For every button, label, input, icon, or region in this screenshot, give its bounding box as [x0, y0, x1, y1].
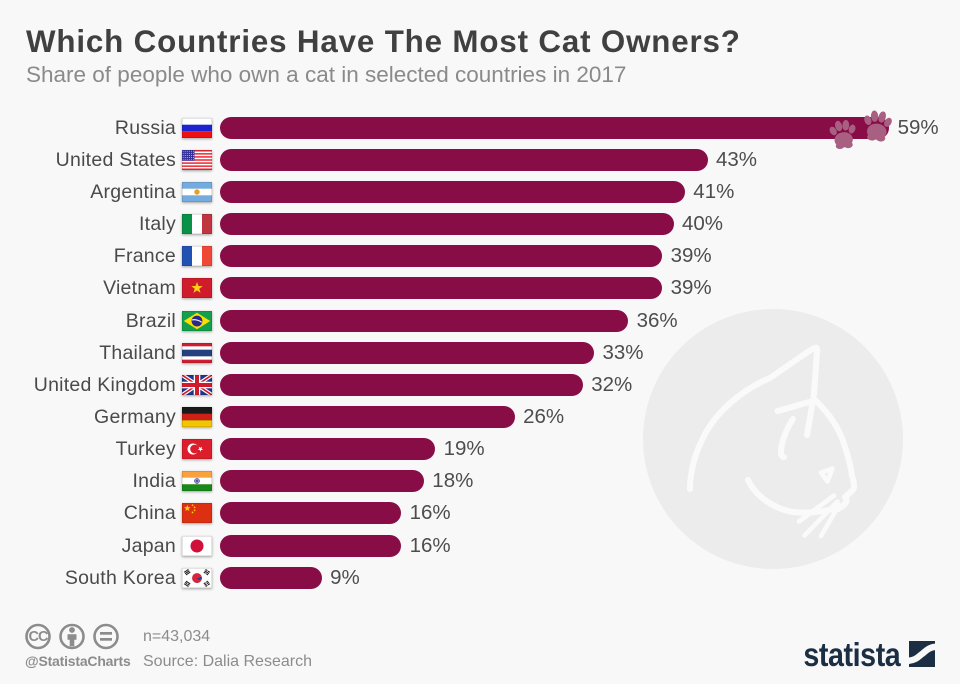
- svg-text:CC: CC: [29, 629, 49, 645]
